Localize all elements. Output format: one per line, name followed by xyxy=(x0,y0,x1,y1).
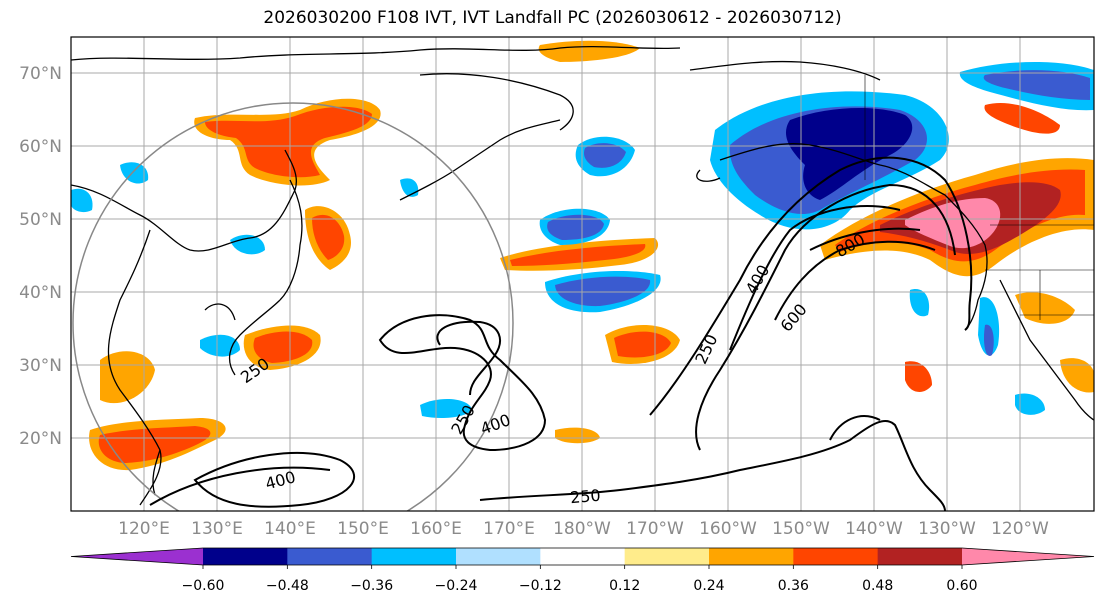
lat-label: 20°N xyxy=(19,429,62,449)
colorbar-tick-label: −0.36 xyxy=(350,578,393,594)
colorbar-swatch xyxy=(877,548,963,565)
lon-label: 170°E xyxy=(483,519,535,539)
colorbar-extension-low xyxy=(71,548,203,565)
colorbar-swatch xyxy=(203,548,288,565)
colorbar-tick-label: −0.48 xyxy=(266,578,309,594)
lon-label: 170°W xyxy=(626,519,684,539)
colorbar-tick-label: 0.12 xyxy=(609,578,640,594)
contour-label: 250 xyxy=(569,486,601,508)
borders xyxy=(864,75,1094,320)
colorbar-swatch xyxy=(371,548,457,565)
coastlines xyxy=(71,45,1094,506)
longitude-labels: 120°E 130°E 140°E 150°E 160°E 170°E 180°… xyxy=(118,519,1049,539)
lat-label: 70°N xyxy=(19,64,62,84)
lon-label: 140°E xyxy=(264,519,316,539)
lat-label: 40°N xyxy=(19,283,62,303)
lon-label: 140°W xyxy=(845,519,903,539)
landfall-circle xyxy=(72,102,514,511)
colorbar-tick-label: −0.12 xyxy=(519,578,562,594)
colorbar-swatch xyxy=(456,548,541,565)
colorbar: −0.60 −0.48 −0.36 −0.24 −0.12 0.12 0.24 0.36 0.4… xyxy=(70,547,1095,594)
map-area: 250 250 250 250 400 400 400 600 800 xyxy=(70,36,1095,512)
map-title: 2026030200 F108 IVT, IVT Landfall PC (20… xyxy=(263,8,842,28)
colorbar-swatch xyxy=(540,548,626,565)
colorbar-tick-label: 0.60 xyxy=(946,578,977,594)
lat-label: 30°N xyxy=(19,356,62,376)
colorbar-extension-high xyxy=(962,548,1094,565)
lon-label: 160°E xyxy=(410,519,462,539)
colorbar-swatch xyxy=(793,548,879,565)
lon-label: 180°W xyxy=(553,519,611,539)
lon-label: 160°W xyxy=(699,519,757,539)
latitude-labels: 70°N 60°N 50°N 40°N 30°N 20°N xyxy=(19,64,62,449)
colorbar-swatch xyxy=(287,548,373,565)
colorbar-tick-label: 0.36 xyxy=(778,578,809,594)
colorbar-tick-label: 0.48 xyxy=(862,578,893,594)
lon-label: 120°E xyxy=(118,519,170,539)
colorbar-tick-label: 0.24 xyxy=(693,578,724,594)
gridlines xyxy=(71,37,1094,511)
map-frame xyxy=(70,36,1095,512)
lon-label: 150°E xyxy=(337,519,389,539)
lon-label: 130°W xyxy=(918,519,976,539)
lon-label: 150°W xyxy=(772,519,830,539)
colorbar-swatch xyxy=(624,548,710,565)
lon-label: 120°W xyxy=(991,519,1049,539)
lon-label: 130°E xyxy=(191,519,243,539)
pc-shading xyxy=(71,40,1094,471)
ivt-contours xyxy=(149,156,973,511)
colorbar-tick-label: −0.60 xyxy=(182,578,225,594)
lat-label: 60°N xyxy=(19,137,62,157)
lat-label: 50°N xyxy=(19,210,62,230)
colorbar-tick-label: −0.24 xyxy=(435,578,478,594)
colorbar-swatch xyxy=(709,548,794,565)
